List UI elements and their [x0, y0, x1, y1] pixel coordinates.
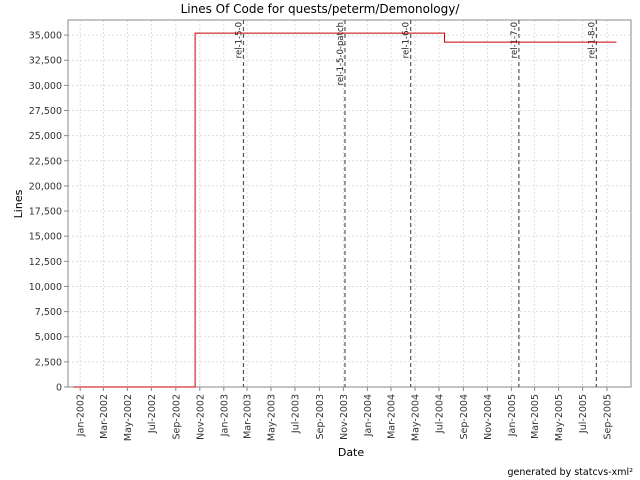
- x-tick-label: Mar-2003: [243, 394, 254, 439]
- y-tick-label: 2,500: [35, 357, 62, 368]
- x-tick-label: May-2002: [123, 394, 134, 441]
- x-tick-label: Sep-2003: [315, 394, 326, 440]
- x-tick-label: Jul-2004: [435, 394, 446, 434]
- y-axis-label: Lines: [12, 189, 25, 218]
- x-tick-label: May-2003: [267, 394, 278, 441]
- x-tick-label: Jan-2002: [76, 394, 87, 437]
- x-tick-label: Jul-2003: [291, 394, 302, 434]
- y-tick-label: 12,500: [29, 257, 62, 268]
- x-tick-label: Jan-2005: [507, 394, 518, 437]
- x-tick-label: Nov-2002: [195, 394, 206, 440]
- y-tick-label: 35,000: [29, 31, 62, 42]
- plot-area: [67, 19, 632, 388]
- y-tick-label: 17,500: [29, 207, 62, 218]
- y-tick-label: 20,000: [29, 181, 62, 192]
- y-tick-label: 15,000: [29, 232, 62, 243]
- y-tick-label: 32,500: [29, 56, 62, 67]
- x-axis: Jan-2002 Mar-2002 May-2002 Jul-2002 Sep-2002…: [76, 387, 614, 441]
- release-marker-label: rel-1-6-0: [402, 22, 412, 58]
- x-tick-label: Nov-2003: [339, 394, 350, 440]
- x-tick-label: Jan-2003: [219, 394, 230, 437]
- release-marker-label: rel-1-5-0-patch: [336, 22, 346, 85]
- x-tick-label: May-2004: [411, 394, 422, 441]
- x-tick-label: Mar-2005: [530, 394, 541, 439]
- generator-footer: generated by statcvs-xml²: [507, 467, 633, 478]
- y-tick-label: 0: [56, 383, 62, 394]
- x-tick-label: Nov-2004: [483, 394, 494, 440]
- y-tick-label: 25,000: [29, 131, 62, 142]
- x-tick-label: Jul-2005: [578, 394, 589, 434]
- release-marker-label: rel-1-5-0: [234, 22, 244, 58]
- y-tick-label: 22,500: [29, 156, 62, 167]
- x-tick-label: Jan-2004: [363, 394, 374, 437]
- x-tick-label: Mar-2004: [387, 394, 398, 439]
- chart-title: Lines Of Code for quests/peterm/Demonolo…: [181, 2, 461, 16]
- loc-series-line: [73, 32, 617, 388]
- y-tick-label: 27,500: [29, 106, 62, 117]
- x-tick-label: May-2005: [554, 394, 565, 441]
- x-tick-label: Sep-2002: [171, 394, 182, 440]
- x-axis-label: Date: [338, 446, 365, 459]
- y-axis: 0 2,500 5,000 7,500 10,000 12,500 15,000 17,500…: [29, 31, 68, 394]
- x-tick-label: Mar-2002: [99, 394, 110, 439]
- release-markers: rel-1-5-0 rel-1-5-0-patch rel-1-6-0 rel-1-7…: [234, 20, 597, 387]
- grid: [68, 20, 631, 388]
- release-marker-label: rel-1-7-0: [510, 22, 520, 58]
- x-tick-label: Sep-2005: [603, 394, 614, 440]
- y-tick-label: 30,000: [29, 81, 62, 92]
- series-layer: [73, 32, 617, 388]
- y-tick-label: 10,000: [29, 282, 62, 293]
- y-tick-label: 7,500: [35, 307, 62, 318]
- release-marker-label: rel-1-8-0: [587, 22, 597, 58]
- y-tick-label: 5,000: [35, 332, 62, 343]
- x-tick-label: Jul-2002: [147, 394, 158, 434]
- x-tick-label: Sep-2004: [459, 394, 470, 440]
